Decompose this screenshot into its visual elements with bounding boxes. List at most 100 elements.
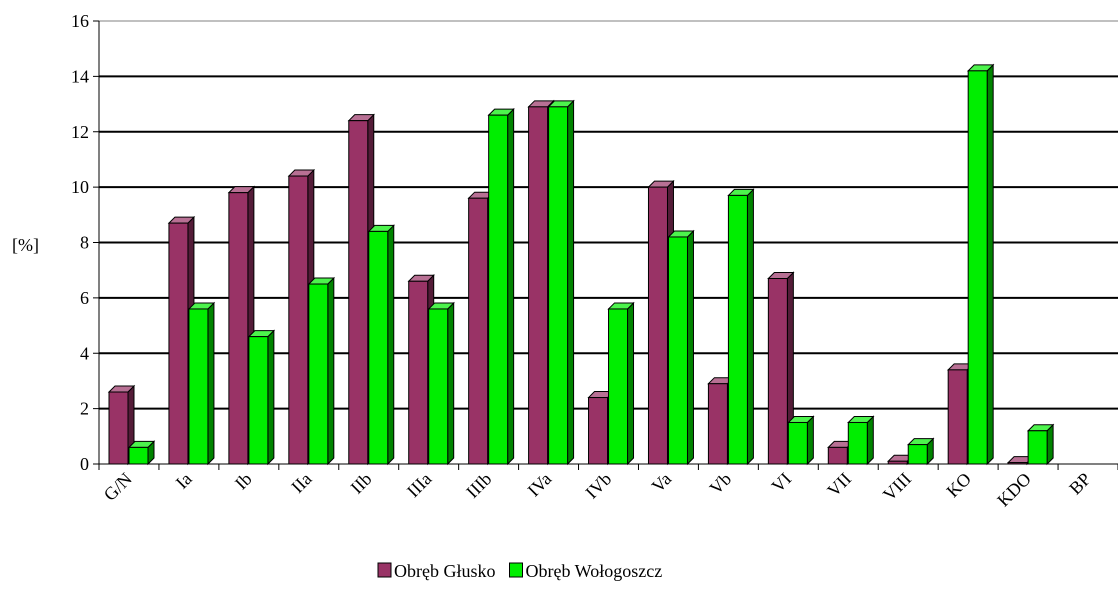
bar-front [827, 446, 848, 465]
bar-front [348, 120, 369, 465]
y-tick-label: 0 [80, 454, 89, 474]
bar [847, 415, 875, 466]
bar-side [866, 415, 874, 466]
bar [767, 271, 795, 466]
bar-front [1027, 430, 1048, 465]
x-tick-label: IVb [581, 469, 615, 503]
x-tick-label: VIII [879, 469, 915, 505]
bar-side [686, 229, 694, 466]
bar-side [207, 301, 215, 466]
bar-front [608, 308, 629, 465]
bar [727, 188, 755, 466]
bar-side [267, 329, 275, 466]
x-tick-label: KO [942, 469, 975, 502]
x-tick-label: BP [1065, 469, 1095, 499]
legend-swatch [509, 562, 523, 578]
x-tick-label: Vb [706, 469, 736, 499]
bar-front [128, 446, 149, 465]
x-tick-label: Va [648, 469, 676, 497]
x-tick-label: IIa [287, 469, 315, 497]
y-tick-label: 2 [80, 399, 89, 419]
bar-front [647, 186, 668, 465]
y-tick-label: 10 [71, 177, 89, 197]
bar [547, 99, 575, 466]
bar-side [567, 99, 575, 466]
bar-front [907, 444, 928, 465]
bar-front [588, 397, 609, 465]
bar-side [1046, 423, 1054, 466]
bar-side [986, 63, 994, 466]
x-tick-label: Ib [231, 469, 256, 494]
bar-front [488, 114, 509, 465]
bar-side [627, 301, 635, 466]
bar-front [947, 369, 968, 465]
bar [107, 384, 136, 466]
bar-front [108, 391, 129, 465]
y-tick-label: 12 [71, 122, 89, 142]
x-axis: G/N Ia Ib IIa IIb IIIa IIIb IVa IVb Va Vb VI VII VIII… [98, 463, 1118, 511]
x-tick-label: IIIb [462, 469, 495, 502]
bar-front [428, 308, 449, 465]
x-tick-label: VII [823, 469, 855, 501]
bar-front [228, 192, 249, 465]
legend-label: Obręb Wołogoszcz [526, 561, 663, 581]
bar [127, 440, 156, 466]
legend-swatch [377, 562, 392, 578]
x-tick-label: IIb [347, 469, 376, 498]
legend: Obręb Głusko Obręb Wołogoszcz [377, 561, 663, 581]
bar-front [707, 383, 728, 465]
y-tick-label: 14 [71, 66, 89, 86]
x-tick-label: Ia [172, 469, 196, 493]
bar [367, 224, 395, 466]
bar-front [368, 230, 389, 465]
bar-front [667, 236, 688, 465]
x-tick-label: IIIa [403, 469, 436, 502]
legend-item: Obręb Głusko [377, 561, 496, 581]
bar-front [468, 197, 489, 465]
y-tick-label: 4 [80, 343, 89, 363]
bar [607, 301, 635, 466]
bar-side [447, 301, 455, 466]
y-axis-label: [%] [12, 235, 39, 255]
y-tick-label: 16 [71, 11, 89, 31]
bar-front [288, 175, 309, 465]
y-axis: 0 2 4 6 8 10 12 14 16 [71, 11, 100, 474]
bar [667, 229, 695, 466]
bar [787, 415, 815, 466]
x-tick-label: G/N [100, 469, 136, 505]
bar-side [387, 224, 395, 466]
bar-side [806, 415, 814, 466]
bar [247, 329, 276, 466]
y-tick-label: 8 [80, 233, 89, 253]
bar-side [327, 276, 335, 466]
bar [187, 301, 216, 466]
x-tick-label: KDO [993, 469, 1035, 511]
bar-front [168, 222, 189, 465]
bars [107, 63, 1055, 466]
bar [427, 301, 455, 466]
bar-front [967, 70, 988, 465]
bar-side [507, 107, 515, 466]
bar-front [787, 421, 808, 465]
bar [907, 437, 935, 466]
bar [487, 107, 515, 466]
bar-front [727, 194, 748, 465]
bar-front [767, 277, 788, 465]
bar-front [548, 106, 569, 465]
x-tick-label: VI [768, 469, 796, 497]
bar-front [847, 421, 868, 465]
legend-label: Obręb Głusko [394, 561, 496, 581]
legend-item: Obręb Wołogoszcz [509, 561, 663, 581]
bar [307, 276, 336, 466]
bar-side [746, 188, 754, 466]
x-tick-label: IVa [524, 469, 556, 501]
bar-front [188, 308, 209, 465]
bar [1026, 423, 1055, 466]
bar [966, 63, 995, 466]
bar-front [308, 283, 329, 465]
bar-front [408, 280, 429, 465]
bar-front [248, 336, 269, 465]
y-tick-label: 6 [80, 288, 89, 308]
bar-front [528, 106, 549, 465]
